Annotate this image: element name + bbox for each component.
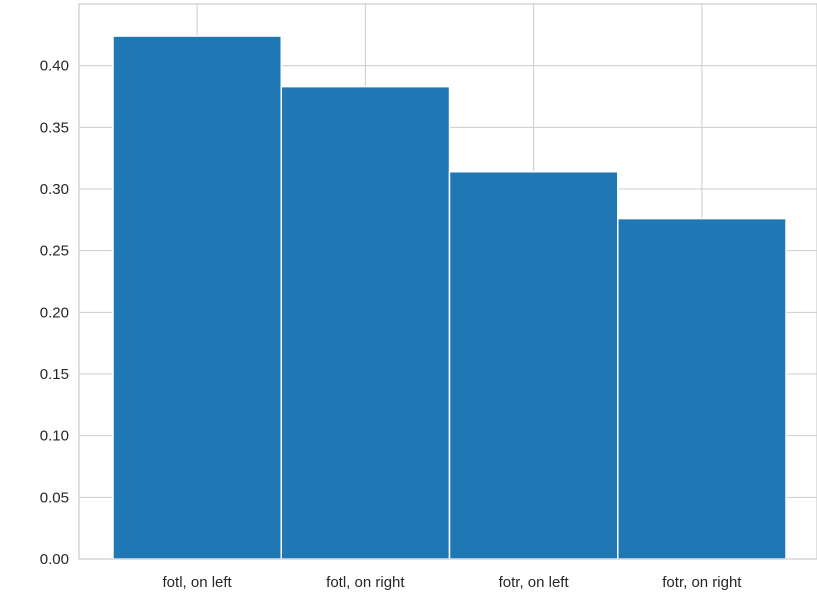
y-tick-label: 0.25 [40, 243, 69, 260]
y-tick-label: 0.40 [40, 58, 69, 75]
bar-4 [617, 217, 787, 560]
x-tick-label: fotr, on left [499, 574, 570, 591]
bar-1 [112, 35, 282, 560]
y-tick-label: 0.00 [40, 551, 69, 568]
bar-3 [448, 170, 619, 560]
bar-2 [280, 85, 451, 560]
bars [112, 35, 787, 560]
y-tick-label: 0.05 [40, 489, 69, 506]
y-tick-label: 0.10 [40, 428, 69, 445]
y-tick-label: 0.30 [40, 181, 69, 198]
y-tick-label: 0.15 [40, 366, 69, 383]
x-tick-label: fotl, on left [163, 574, 233, 591]
x-axis-tick-labels: fotl, on left fotl, on right fotr, on left… [163, 574, 743, 591]
plot-frame [78, 3, 817, 560]
y-tick-label: 0.20 [40, 304, 69, 321]
x-tick-label: fotr, on right [662, 574, 742, 591]
x-tick-label: fotl, on right [326, 574, 405, 591]
y-tick-label: 0.35 [40, 119, 69, 136]
y-axis-tick-labels: 0.00 0.05 0.10 0.15 0.20 0.25 0.30 0.35 0.40 [40, 58, 69, 568]
